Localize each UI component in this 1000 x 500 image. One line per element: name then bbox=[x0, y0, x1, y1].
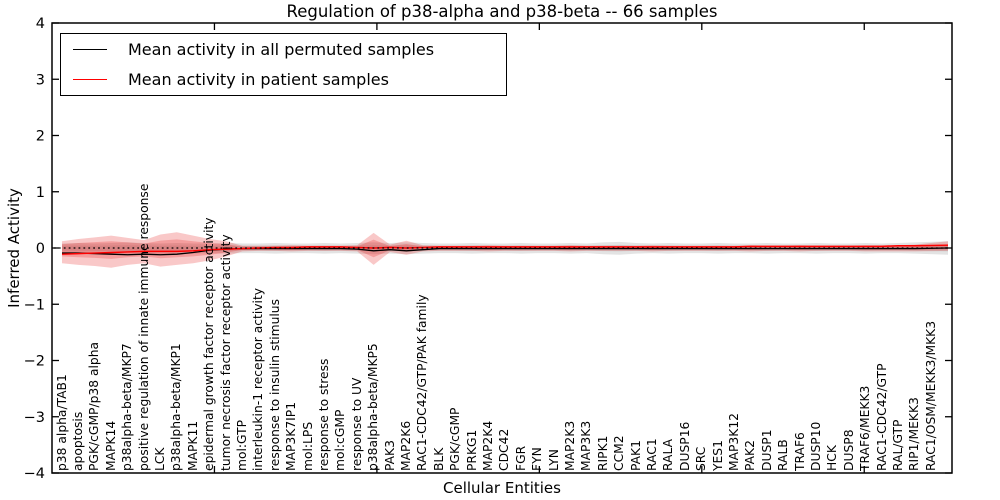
y-tick-label: 0 bbox=[36, 241, 45, 257]
y-axis-label: Inferred Activity bbox=[5, 188, 23, 308]
legend-box: Mean activity in all permuted samples Me… bbox=[60, 33, 507, 96]
y-tick-label: 1 bbox=[36, 185, 45, 201]
y-tick-label: −1 bbox=[24, 297, 45, 313]
legend-item-permuted: Mean activity in all permuted samples bbox=[61, 34, 506, 64]
y-tick-label: −3 bbox=[24, 410, 45, 426]
patient-line-sample bbox=[73, 79, 107, 81]
x-axis-label: Cellular Entities bbox=[443, 479, 561, 497]
chart-title: Regulation of p38-alpha and p38-beta -- … bbox=[286, 2, 718, 21]
legend-label-patient: Mean activity in patient samples bbox=[128, 70, 389, 90]
legend-label-permuted: Mean activity in all permuted samples bbox=[128, 39, 435, 59]
y-tick-label: −2 bbox=[24, 354, 45, 370]
permuted-line-sample bbox=[73, 48, 107, 50]
legend-item-patient: Mean activity in patient samples bbox=[61, 65, 506, 95]
patient-range-outer bbox=[62, 232, 948, 268]
patient-mean-line bbox=[61, 244, 949, 255]
y-tick-label: 2 bbox=[36, 129, 45, 145]
y-tick-label: 3 bbox=[36, 72, 45, 88]
y-tick-label: −4 bbox=[24, 466, 45, 482]
y-tick-label: 4 bbox=[36, 16, 45, 32]
